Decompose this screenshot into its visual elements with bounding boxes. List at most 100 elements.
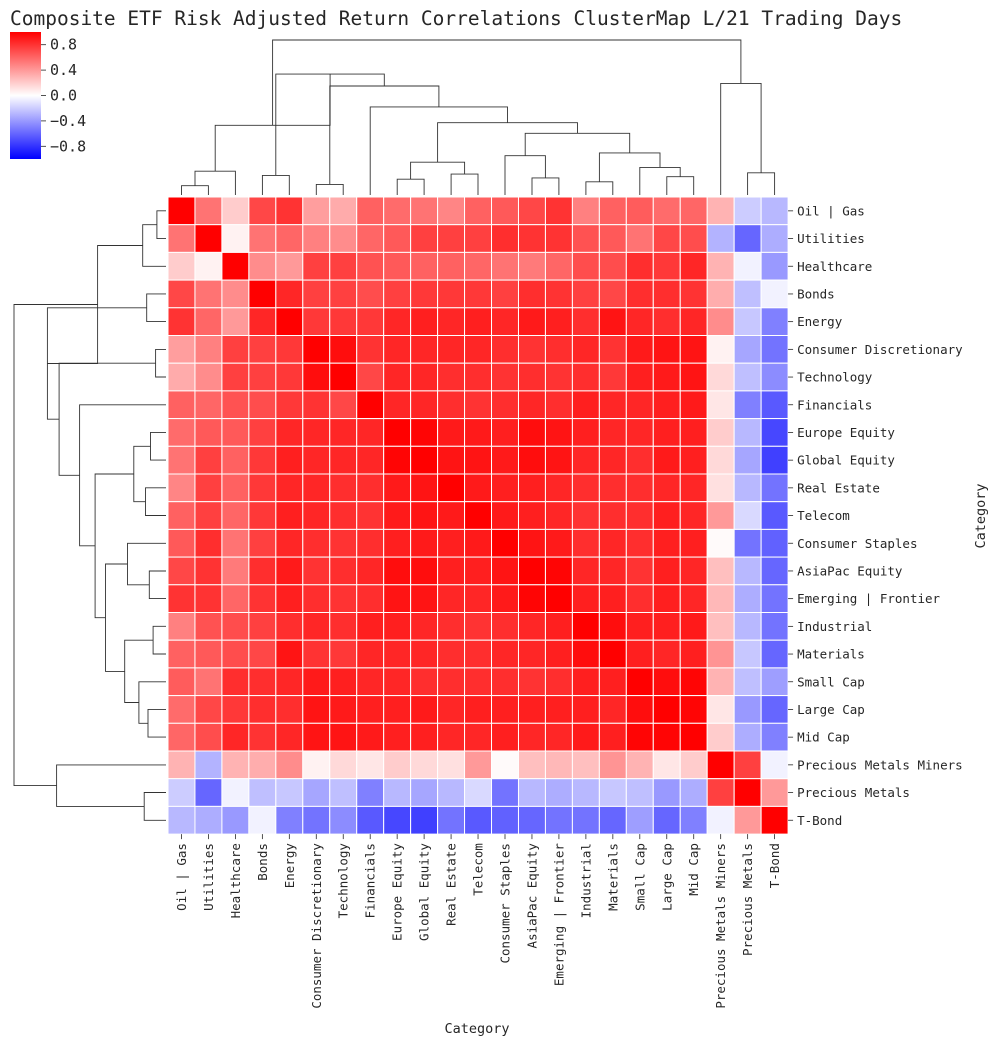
heatmap-cell-oil-gas-oil-gas	[167, 196, 196, 226]
heatmap-cell-financials-real-estate	[437, 390, 466, 420]
heatmap-cell-emerging-frontier-global-equity	[410, 584, 439, 613]
col-label-large-cap: Large Cap	[659, 843, 674, 911]
column-dendrogram-link-9	[437, 122, 578, 163]
heatmap-cell-mid-cap-large-cap	[652, 722, 681, 752]
heatmap-cell-oil-gas-consumer-discretionary	[302, 196, 331, 226]
colorbar-gradient	[10, 32, 41, 159]
heatmap-cell-energy-consumer-staples	[491, 307, 519, 336]
heatmap-cell-consumer-staples-utilities	[194, 528, 223, 558]
heatmap-cell-consumer-staples-industrial	[571, 528, 600, 558]
heatmap-cell-financials-energy	[275, 390, 304, 420]
heatmap-cell-consumer-staples-consumer-staples	[491, 528, 519, 558]
heatmap-cell-financials-asiapac-equity	[517, 390, 546, 420]
column-dendrogram-link-7	[315, 183, 344, 195]
heatmap-cell-telecom-small-cap	[625, 501, 654, 530]
heatmap-cell-large-cap-financials	[356, 695, 385, 724]
heatmap-cell-precious-metals-miners-telecom	[464, 750, 493, 780]
heatmap-cell-utilities-t-bond	[760, 224, 789, 253]
heatmap-cell-materials-industrial	[571, 639, 600, 669]
heatmap-cell-consumer-discretionary-global-equity	[410, 335, 439, 364]
column-dendrogram	[181, 39, 776, 195]
heatmap-cell-mid-cap-oil-gas	[167, 722, 196, 752]
heatmap-cell-bonds-large-cap	[652, 279, 681, 309]
heatmap-cell-real-estate-global-equity	[410, 473, 439, 503]
heatmap-cell-energy-technology	[329, 307, 358, 336]
heatmap-cell-precious-metals-miners-bonds	[248, 750, 277, 780]
heatmap-cell-mid-cap-small-cap	[625, 722, 654, 752]
heatmap-cell-t-bond-healthcare	[221, 805, 250, 835]
heatmap-cell-precious-metals-miners-oil-gas	[167, 750, 196, 780]
heatmap-cell-large-cap-mid-cap	[679, 695, 708, 724]
heatmap-cell-industrial-europe-equity	[383, 612, 412, 641]
heatmap-cell-bonds-real-estate	[437, 279, 466, 309]
heatmap-cell-utilities-bonds	[248, 224, 277, 253]
heatmap-cell-europe-equity-small-cap	[625, 418, 654, 447]
heatmap-cell-materials-europe-equity	[383, 639, 412, 669]
column-dendrogram-link-0	[272, 39, 742, 126]
heatmap-cell-small-cap-precious-metals-miners	[706, 667, 735, 697]
heatmap-cell-small-cap-healthcare	[221, 667, 250, 697]
col-label-technology: Technology	[336, 843, 351, 919]
colorbar-tick-label: 0.4	[50, 61, 77, 79]
heatmap-cell-bonds-consumer-discretionary	[302, 279, 331, 309]
heatmap-cell-t-bond-europe-equity	[383, 805, 412, 835]
heatmap-cell-precious-metals-bonds	[248, 778, 277, 807]
heatmap-cell-t-bond-oil-gas	[167, 805, 196, 835]
row-dendrogram-link-20	[56, 764, 166, 807]
heatmap-cell-emerging-frontier-technology	[329, 584, 358, 613]
heatmap-cell-financials-europe-equity	[383, 390, 412, 420]
heatmap-cell-telecom-europe-equity	[383, 501, 412, 530]
col-label-emerging-frontier: Emerging | Frontier	[551, 843, 566, 986]
heatmap-cell-utilities-precious-metals-miners	[706, 224, 735, 253]
heatmap-cell-oil-gas-energy	[275, 196, 304, 226]
heatmap-cell-financials-emerging-frontier	[544, 390, 573, 420]
heatmap-cell-materials-emerging-frontier	[544, 639, 573, 669]
heatmap-cell-emerging-frontier-precious-metals	[733, 584, 762, 613]
heatmap-cell-asiapac-equity-oil-gas	[167, 556, 196, 586]
heatmap-cell-energy-materials	[598, 307, 627, 336]
heatmap-cell-asiapac-equity-energy	[275, 556, 304, 586]
heatmap-cell-mid-cap-energy	[275, 722, 304, 752]
heatmap-cell-energy-europe-equity	[383, 307, 412, 336]
heatmap-cell-large-cap-materials	[598, 695, 627, 724]
heatmap-cell-telecom-precious-metals	[733, 501, 762, 530]
heatmap-cell-t-bond-telecom	[464, 805, 493, 835]
heatmap-cell-emerging-frontier-telecom	[464, 584, 493, 613]
heatmap-cell-large-cap-small-cap	[625, 695, 654, 724]
heatmap-cell-asiapac-equity-industrial	[571, 556, 600, 586]
heatmap-cell-energy-t-bond	[760, 307, 789, 336]
heatmap-cell-oil-gas-small-cap	[625, 196, 654, 226]
heatmap-cell-emerging-frontier-large-cap	[652, 584, 681, 613]
heatmap-cell-bonds-healthcare	[221, 279, 250, 309]
heatmap-cell-industrial-emerging-frontier	[544, 612, 573, 641]
row-dendrogram-link-10	[133, 445, 151, 503]
heatmap-cell-oil-gas-consumer-staples	[491, 196, 519, 226]
row-dendrogram-link-18	[138, 681, 166, 724]
heatmap-cell-consumer-discretionary-healthcare	[221, 335, 250, 364]
heatmap-cell-large-cap-precious-metals-miners	[706, 695, 735, 724]
heatmap-cell-global-equity-materials	[598, 445, 627, 475]
row-label-technology: Technology	[797, 370, 873, 385]
heatmap-cell-t-bond-energy	[275, 805, 304, 835]
heatmap-cell-industrial-asiapac-equity	[517, 612, 546, 641]
heatmap-cell-utilities-telecom	[464, 224, 493, 253]
colorbar-tick-label: −0.8	[50, 137, 86, 155]
heatmap-cell-consumer-staples-healthcare	[221, 528, 250, 558]
heatmap-cell-t-bond-consumer-staples	[491, 805, 519, 835]
heatmap-cell-mid-cap-emerging-frontier	[544, 722, 573, 752]
column-dendrogram-link-16	[598, 152, 661, 182]
heatmap-cell-technology-mid-cap	[679, 362, 708, 392]
heatmap-cell-small-cap-small-cap	[625, 667, 654, 697]
heatmap-cell-utilities-asiapac-equity	[517, 224, 546, 253]
heatmap-cell-energy-consumer-discretionary	[302, 307, 331, 336]
heatmap-cell-telecom-precious-metals-miners	[706, 501, 735, 530]
heatmap-cell-asiapac-equity-healthcare	[221, 556, 250, 586]
heatmap-cell-consumer-discretionary-mid-cap	[679, 335, 708, 364]
col-label-real-estate: Real Estate	[444, 843, 459, 926]
heatmap-cell-oil-gas-bonds	[248, 196, 277, 226]
heatmap-cell-emerging-frontier-bonds	[248, 584, 277, 613]
heatmap-cell-global-equity-utilities	[194, 445, 223, 475]
col-label-energy: Energy	[282, 843, 297, 889]
heatmap-cell-precious-metals-financials	[356, 778, 385, 807]
heatmap-cell-telecom-energy	[275, 501, 304, 530]
